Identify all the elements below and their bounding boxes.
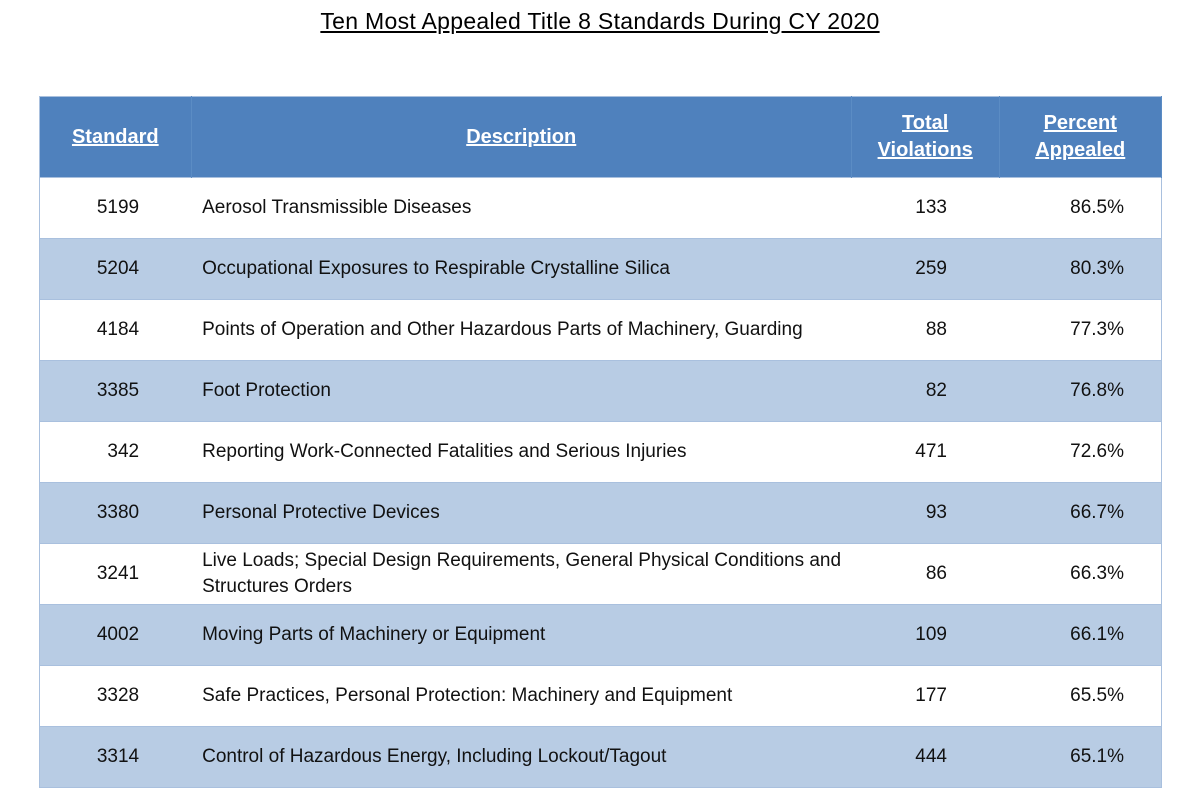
header-percent-appealed: Percent Appealed bbox=[999, 96, 1162, 178]
table-row: 3241 Live Loads; Special Design Requireme… bbox=[39, 543, 1162, 605]
cell-total-violations: 259 bbox=[851, 238, 999, 300]
cell-description: Occupational Exposures to Respirable Cry… bbox=[191, 238, 852, 300]
cell-standard: 3241 bbox=[39, 543, 192, 605]
appealed-standards-table: Standard Description Total Violations Per… bbox=[39, 96, 1162, 788]
header-total-line1: Total bbox=[902, 112, 949, 134]
header-description: Description bbox=[191, 96, 852, 178]
table-row: 5204 Occupational Exposures to Respirable… bbox=[39, 238, 1162, 300]
cell-description: Moving Parts of Machinery or Equipment bbox=[191, 604, 852, 666]
header-total-line2: Violations bbox=[877, 139, 973, 161]
cell-percent-appealed: 77.3% bbox=[999, 299, 1162, 361]
header-total-violations: Total Violations bbox=[851, 96, 1000, 178]
cell-standard: 3385 bbox=[39, 360, 192, 422]
table-row: 3314 Control of Hazardous Energy, Includi… bbox=[39, 726, 1162, 788]
header-percent-line1: Percent bbox=[1043, 112, 1117, 134]
cell-total-violations: 471 bbox=[851, 421, 999, 483]
cell-percent-appealed: 66.7% bbox=[999, 482, 1162, 544]
cell-percent-appealed: 76.8% bbox=[999, 360, 1162, 422]
cell-percent-appealed: 65.5% bbox=[999, 665, 1162, 727]
cell-description: Control of Hazardous Energy, Including L… bbox=[191, 726, 852, 788]
cell-percent-appealed: 66.3% bbox=[999, 543, 1162, 605]
cell-standard: 5204 bbox=[39, 238, 192, 300]
header-percent-line2: Appealed bbox=[1035, 139, 1126, 161]
cell-standard: 342 bbox=[39, 421, 192, 483]
table-row: 342 Reporting Work-Connected Fatalities a… bbox=[39, 421, 1162, 483]
table-row: 3328 Safe Practices, Personal Protection:… bbox=[39, 665, 1162, 727]
cell-description: Safe Practices, Personal Protection: Mac… bbox=[191, 665, 852, 727]
cell-standard: 4184 bbox=[39, 299, 192, 361]
cell-total-violations: 444 bbox=[851, 726, 999, 788]
cell-description: Live Loads; Special Design Requirements,… bbox=[191, 543, 852, 605]
cell-standard: 3328 bbox=[39, 665, 192, 727]
cell-total-violations: 177 bbox=[851, 665, 999, 727]
header-description-label: Description bbox=[466, 125, 577, 148]
header-standard-label: Standard bbox=[71, 125, 159, 148]
table-header-row: Standard Description Total Violations Per… bbox=[39, 96, 1162, 178]
table-row: 4184 Points of Operation and Other Hazard… bbox=[39, 299, 1162, 361]
cell-percent-appealed: 80.3% bbox=[999, 238, 1162, 300]
cell-total-violations: 109 bbox=[851, 604, 999, 666]
page-title: Ten Most Appealed Title 8 Standards Duri… bbox=[320, 8, 880, 34]
cell-description: Aerosol Transmissible Diseases bbox=[191, 177, 852, 239]
cell-description: Foot Protection bbox=[191, 360, 852, 422]
cell-description: Personal Protective Devices bbox=[191, 482, 852, 544]
table-row: 3385 Foot Protection 82 76.8% bbox=[39, 360, 1162, 422]
header-standard: Standard bbox=[39, 96, 192, 178]
cell-percent-appealed: 86.5% bbox=[999, 177, 1162, 239]
table-row: 3380 Personal Protective Devices 93 66.7% bbox=[39, 482, 1162, 544]
cell-standard: 5199 bbox=[39, 177, 192, 239]
cell-percent-appealed: 65.1% bbox=[999, 726, 1162, 788]
cell-percent-appealed: 66.1% bbox=[999, 604, 1162, 666]
cell-standard: 3380 bbox=[39, 482, 192, 544]
cell-percent-appealed: 72.6% bbox=[999, 421, 1162, 483]
cell-total-violations: 88 bbox=[851, 299, 999, 361]
cell-description: Points of Operation and Other Hazardous … bbox=[191, 299, 852, 361]
cell-standard: 3314 bbox=[39, 726, 192, 788]
cell-standard: 4002 bbox=[39, 604, 192, 666]
cell-description: Reporting Work-Connected Fatalities and … bbox=[191, 421, 852, 483]
cell-total-violations: 86 bbox=[851, 543, 999, 605]
cell-total-violations: 133 bbox=[851, 177, 999, 239]
table-row: 5199 Aerosol Transmissible Diseases 133 86.… bbox=[39, 177, 1162, 239]
cell-total-violations: 82 bbox=[851, 360, 999, 422]
cell-total-violations: 93 bbox=[851, 482, 999, 544]
table-row: 4002 Moving Parts of Machinery or Equipme… bbox=[39, 604, 1162, 666]
